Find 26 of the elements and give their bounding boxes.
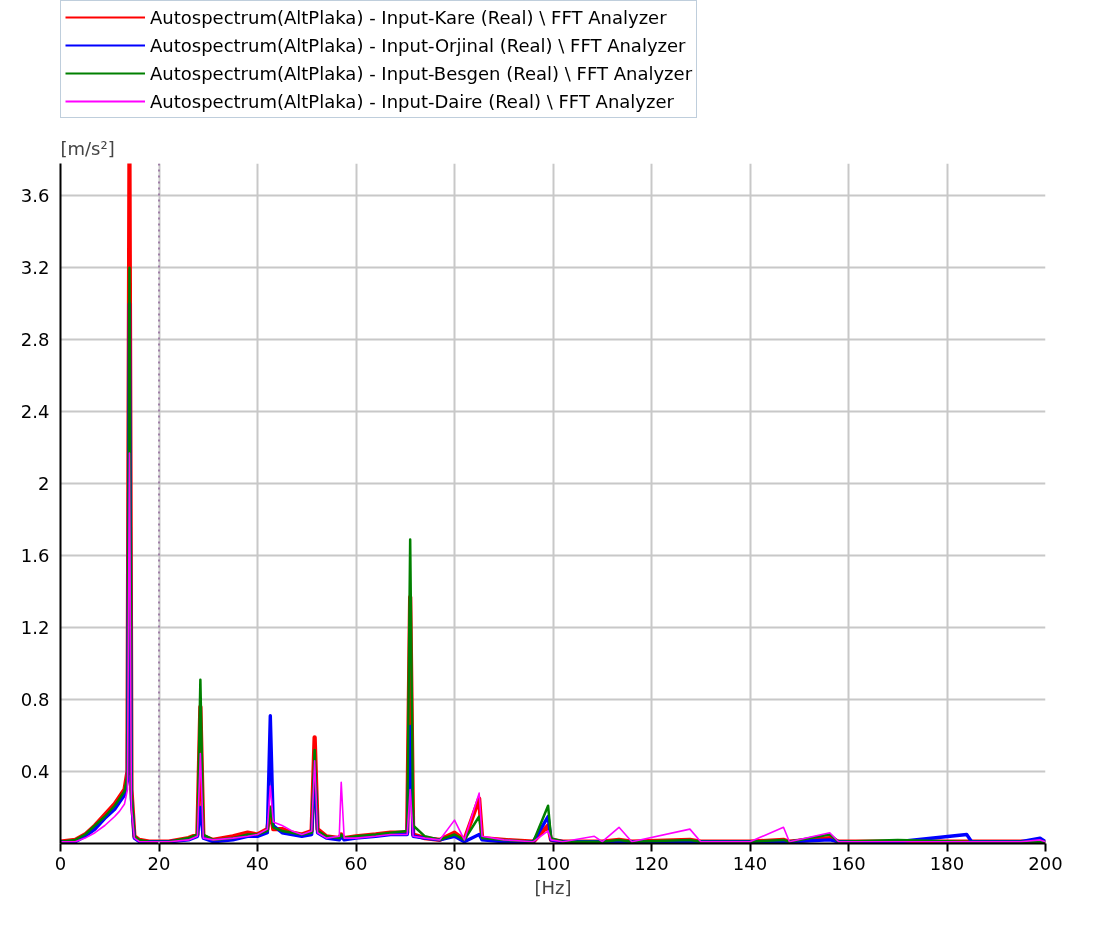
x-tick-label: 200 <box>1028 852 1063 874</box>
legend-label: Autospectrum(AltPlaka) - Input-Orjinal (Real) \ FFT Analyzer <box>150 33 686 57</box>
y-tick-label: 3.6 <box>20 185 50 207</box>
x-tick-label: 180 <box>929 852 965 874</box>
x-tick-label: 120 <box>634 852 669 874</box>
x-tick-label: 0 <box>54 852 67 874</box>
legend-label: Autospectrum(AltPlaka) - Input-Kare (Real) \ FFT Analyzer <box>150 5 667 29</box>
x-tick-label: 40 <box>246 852 269 874</box>
x-tick-label: 100 <box>535 852 571 874</box>
y-axis-title: [m/s²] <box>60 137 115 159</box>
x-tick-label: 140 <box>732 852 768 874</box>
y-tick-label: 0.4 <box>20 761 50 783</box>
x-tick-label: 20 <box>147 852 171 874</box>
y-tick-label: 1.2 <box>20 617 50 639</box>
x-tick-label: 80 <box>443 852 466 874</box>
y-tick-label: 2.4 <box>20 401 50 423</box>
y-tick-label: 2.8 <box>20 329 50 351</box>
legend-label: Autospectrum(AltPlaka) - Input-Besgen (Real) \ FFT Analyzer <box>150 61 693 85</box>
y-tick-label: 3.2 <box>20 257 50 279</box>
legend-label: Autospectrum(AltPlaka) - Input-Daire (Real) \ FFT Analyzer <box>150 89 674 113</box>
y-tick-label: 2 <box>38 473 50 495</box>
x-axis-title: [Hz] <box>534 876 572 898</box>
x-tick-label: 60 <box>344 852 368 874</box>
y-tick-label: 0.8 <box>20 689 50 711</box>
x-tick-label: 160 <box>831 852 866 874</box>
y-tick-label: 1.6 <box>20 545 50 567</box>
